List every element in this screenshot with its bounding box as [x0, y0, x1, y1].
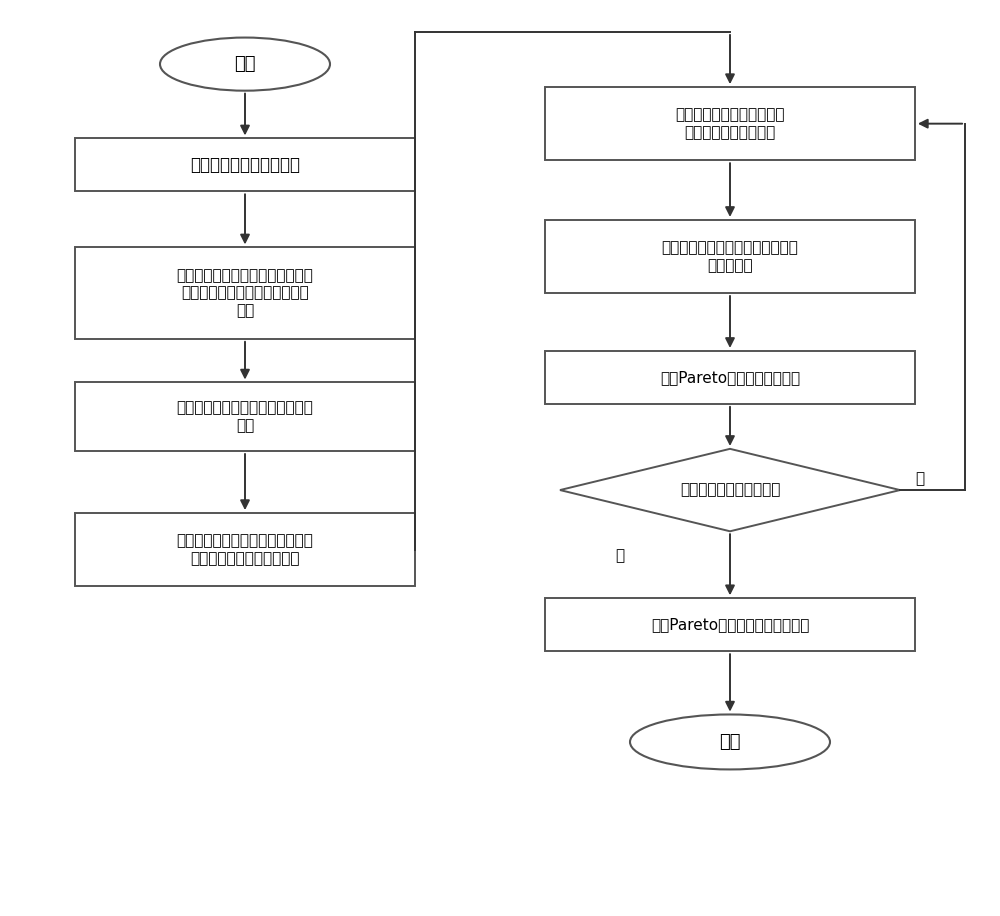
Ellipse shape [160, 38, 330, 91]
Text: 否: 否 [915, 472, 925, 486]
Text: 计算自适应度权重系数，并
更新粒子的位置和速度: 计算自适应度权重系数，并 更新粒子的位置和速度 [675, 107, 785, 140]
FancyBboxPatch shape [75, 383, 415, 451]
Text: 开始: 开始 [234, 55, 256, 73]
Text: 家庭用电负荷参数初始化: 家庭用电负荷参数初始化 [190, 156, 300, 174]
Text: 输出Pareto解集和多目标决策结果: 输出Pareto解集和多目标决策结果 [651, 617, 809, 632]
Text: 计算各个粒子的适应度值，确定初
代个体和全局最优粒子位置: 计算各个粒子的适应度值，确定初 代个体和全局最优粒子位置 [177, 533, 313, 566]
FancyBboxPatch shape [545, 598, 915, 651]
FancyBboxPatch shape [75, 138, 415, 191]
FancyBboxPatch shape [545, 87, 915, 160]
Ellipse shape [630, 714, 830, 769]
Text: 是否达到最大迭代次数？: 是否达到最大迭代次数？ [680, 483, 780, 497]
Text: 是: 是 [615, 549, 625, 563]
Text: 更新Pareto解以及外部档案集: 更新Pareto解以及外部档案集 [660, 370, 800, 385]
FancyBboxPatch shape [75, 247, 415, 339]
Text: 算法初始化参数（包括种群规模、
迭代次数、学习因子、目标函数
等）: 算法初始化参数（包括种群规模、 迭代次数、学习因子、目标函数 等） [177, 268, 313, 318]
Polygon shape [560, 449, 900, 531]
FancyBboxPatch shape [75, 513, 415, 586]
Text: 结束: 结束 [719, 733, 741, 751]
Text: 更新粒子适应度值、个体和全局粒
子最优位置: 更新粒子适应度值、个体和全局粒 子最优位置 [662, 240, 798, 273]
FancyBboxPatch shape [545, 351, 915, 404]
Text: 初始化粒子位置和速度以及外部档
案集: 初始化粒子位置和速度以及外部档 案集 [177, 400, 313, 433]
FancyBboxPatch shape [545, 220, 915, 293]
